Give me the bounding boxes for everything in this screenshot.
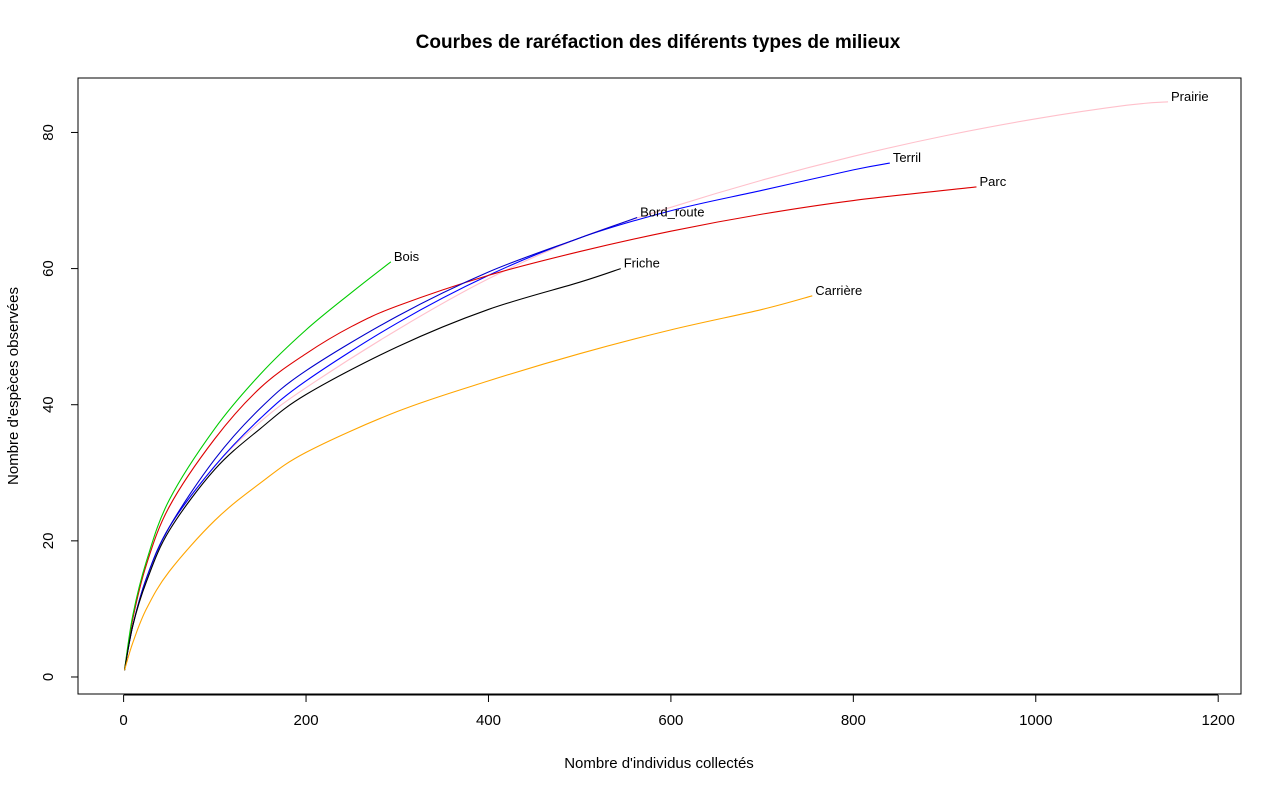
curve-terril <box>123 162 890 671</box>
x-tick-label: 800 <box>841 712 866 729</box>
y-axis-label: Nombre d'espèces observées <box>5 287 22 485</box>
x-tick-label: 600 <box>658 712 683 729</box>
y-tick-label: 0 <box>40 673 57 681</box>
curve-label: Carrière <box>815 283 862 298</box>
curve-label: Terril <box>893 150 921 165</box>
curve-bois <box>123 261 392 671</box>
y-tick-label: 20 <box>40 533 57 550</box>
x-tick-label: 200 <box>294 712 319 729</box>
x-tick-label: 0 <box>119 712 127 729</box>
curve-label: Friche <box>624 256 660 271</box>
y-tick-label: 40 <box>40 396 57 413</box>
curve-labels: Prairie Terril Parc Bord_route Bois Friche Car… <box>394 89 1209 298</box>
y-tick-label: 80 <box>40 124 57 141</box>
x-tick-label: 400 <box>476 712 501 729</box>
chart-title: Courbes de raréfaction des diférents typ… <box>416 32 901 53</box>
curve-friche <box>123 268 621 671</box>
curves <box>123 101 1169 671</box>
curve-label: Parc <box>979 174 1006 189</box>
curve-bord-route <box>123 217 638 671</box>
curve-parc <box>123 186 977 671</box>
curve-label: Prairie <box>1171 89 1209 104</box>
x-axis: 0 200 400 600 800 1000 1200 <box>119 694 1235 729</box>
curve-label: Bord_route <box>640 205 704 220</box>
x-axis-label: Nombre d'individus collectés <box>564 755 754 772</box>
plot-frame <box>77 77 1242 695</box>
y-tick-label: 60 <box>40 260 57 277</box>
curve-label: Bois <box>394 249 420 264</box>
curve-carri-re <box>123 295 813 671</box>
curve-prairie <box>123 101 1169 671</box>
x-tick-label: 1200 <box>1202 712 1235 729</box>
x-tick-label: 1000 <box>1019 712 1052 729</box>
y-axis: 0 20 40 60 80 <box>40 124 79 681</box>
